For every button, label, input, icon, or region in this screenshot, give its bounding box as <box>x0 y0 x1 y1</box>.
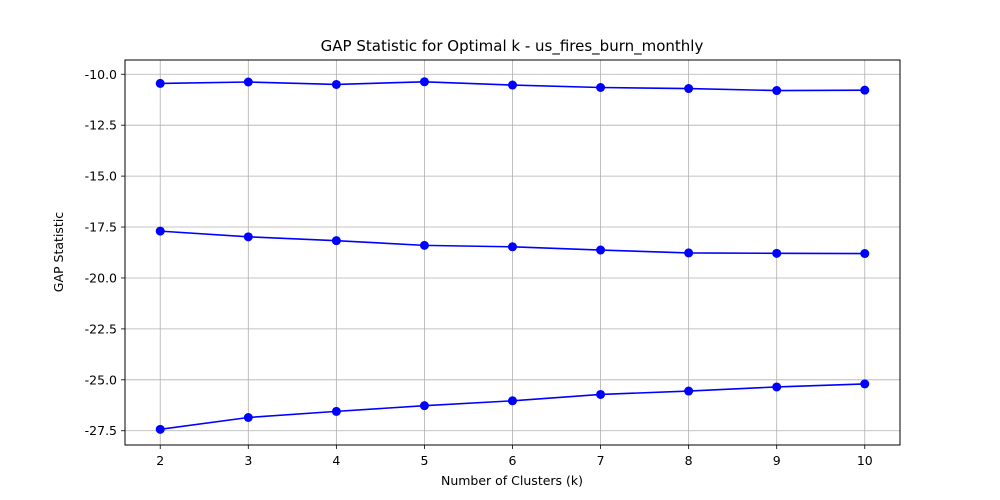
x-tick-label: 4 <box>332 453 340 468</box>
data-point <box>508 396 517 406</box>
y-axis-label: GAP Statistic <box>51 212 66 293</box>
data-point <box>596 245 606 255</box>
data-point <box>419 240 429 250</box>
data-point <box>155 226 165 236</box>
data-point <box>596 389 606 399</box>
data-point <box>860 85 870 95</box>
data-point <box>772 382 782 392</box>
data-point <box>508 242 517 252</box>
x-tick-label: 5 <box>420 453 428 468</box>
y-tick-label: -20.0 <box>85 270 117 285</box>
y-tick-label: -15.0 <box>85 169 117 184</box>
series-layer <box>155 77 870 434</box>
chart-title: GAP Statistic for Optimal k - us_fires_b… <box>321 37 704 56</box>
data-point <box>860 379 870 389</box>
x-tick-label: 6 <box>509 453 517 468</box>
data-point <box>243 413 253 422</box>
series-2 <box>155 226 870 259</box>
y-tick-label: -17.5 <box>85 220 117 235</box>
x-tick-label: 8 <box>685 453 693 468</box>
x-tick-label: 10 <box>857 453 873 468</box>
data-point <box>860 249 870 259</box>
x-tick-label: 2 <box>156 453 164 468</box>
y-tick-label: -10.0 <box>85 67 117 82</box>
x-axis-label: Number of Clusters (k) <box>441 473 583 488</box>
x-tick-label: 9 <box>773 453 781 468</box>
series-1 <box>155 77 870 96</box>
data-point <box>508 80 517 90</box>
y-axis-ticks: -10.0 -12.5 -15.0 -17.5 -20.0 -22.5 -25.0 -27.5 <box>85 67 125 438</box>
data-point <box>772 86 782 96</box>
data-point <box>419 401 429 411</box>
data-point <box>243 77 253 87</box>
series-3 <box>155 379 870 434</box>
y-tick-label: -22.5 <box>85 321 117 336</box>
data-point <box>243 232 253 242</box>
x-tick-label: 7 <box>597 453 605 468</box>
y-tick-label: -27.5 <box>85 423 117 438</box>
data-point <box>331 79 341 89</box>
grid-lines <box>125 60 900 445</box>
y-tick-label: -25.0 <box>85 372 117 387</box>
data-point <box>155 424 165 434</box>
y-tick-label: -12.5 <box>85 118 117 133</box>
data-point <box>331 406 341 416</box>
data-point <box>596 83 606 92</box>
data-point <box>155 78 165 88</box>
data-point <box>684 386 694 396</box>
data-point <box>684 84 694 94</box>
x-tick-label: 3 <box>244 453 252 468</box>
data-point <box>331 236 341 246</box>
data-point <box>772 248 782 258</box>
x-axis-ticks: 2 3 4 5 6 7 8 9 10 <box>156 445 873 468</box>
data-point <box>419 77 429 87</box>
data-point <box>684 248 694 258</box>
